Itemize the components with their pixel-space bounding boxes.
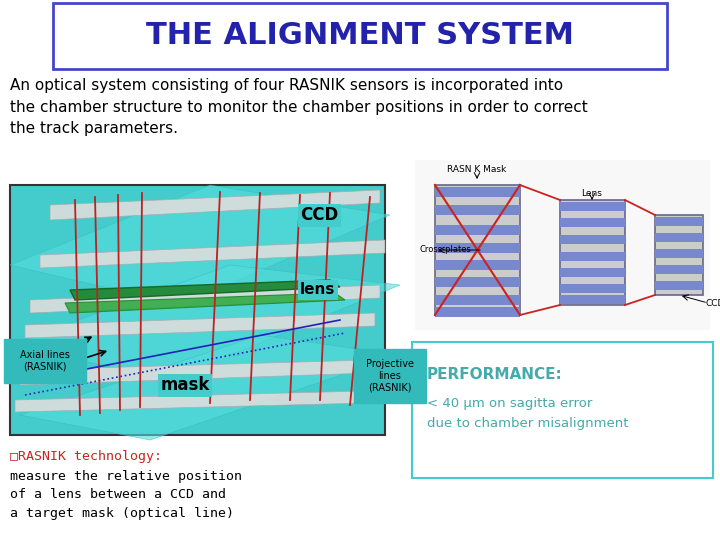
Bar [435, 277, 520, 287]
Text: RASN K Mask: RASN K Mask [447, 165, 507, 174]
Bar [560, 284, 625, 293]
Polygon shape [30, 285, 380, 313]
Text: An optical system consisting of four RASNIK sensors is incorporated into
the cha: An optical system consisting of four RAS… [10, 78, 588, 136]
Polygon shape [40, 240, 385, 268]
Bar [560, 252, 625, 261]
Polygon shape [15, 391, 365, 412]
Bar [435, 205, 520, 215]
Bar [655, 265, 703, 274]
Bar [435, 185, 520, 315]
FancyBboxPatch shape [412, 342, 713, 478]
Bar [560, 268, 625, 277]
FancyBboxPatch shape [53, 3, 667, 69]
Bar [435, 225, 520, 235]
Polygon shape [20, 335, 400, 440]
Polygon shape [10, 185, 390, 305]
Bar [560, 218, 625, 227]
Text: Cross-plates: Cross-plates [420, 246, 472, 254]
Bar [655, 233, 703, 242]
Bar [560, 235, 625, 244]
Bar [655, 215, 703, 295]
Bar [435, 187, 520, 197]
Text: Projective
lines
(RASNIK): Projective lines (RASNIK) [366, 360, 414, 393]
Text: < 40 μm on sagitta error
due to chamber misalignment: < 40 μm on sagitta error due to chamber … [427, 397, 629, 430]
Bar [435, 243, 520, 253]
Polygon shape [20, 360, 370, 385]
Bar [560, 295, 625, 304]
Text: Lens: Lens [582, 188, 603, 198]
Text: measure the relative position
of a lens between a CCD and
a target mask (optical: measure the relative position of a lens … [10, 470, 242, 520]
Bar [560, 202, 625, 211]
Bar [560, 200, 625, 305]
Text: Axial lines
(RASNIK): Axial lines (RASNIK) [20, 350, 70, 372]
Bar [415, 160, 710, 330]
Text: PERFORMANCE:: PERFORMANCE: [427, 367, 563, 382]
Polygon shape [65, 293, 345, 313]
Bar [435, 295, 520, 305]
Polygon shape [50, 190, 380, 220]
FancyBboxPatch shape [354, 349, 426, 403]
Text: CCD: CCD [300, 206, 338, 224]
Polygon shape [70, 280, 340, 300]
Text: CCD: CCD [705, 299, 720, 307]
Bar [10, 185, 385, 435]
Text: lens: lens [300, 282, 336, 298]
Text: THE ALIGNMENT SYSTEM: THE ALIGNMENT SYSTEM [146, 22, 574, 51]
Bar [655, 281, 703, 290]
FancyBboxPatch shape [4, 339, 86, 383]
Bar [435, 260, 520, 270]
Bar [435, 307, 520, 317]
Text: mask: mask [161, 376, 210, 394]
Bar [655, 249, 703, 258]
Text: □RASNIK technology:: □RASNIK technology: [10, 450, 162, 463]
Polygon shape [10, 265, 400, 380]
Bar [655, 217, 703, 226]
Polygon shape [25, 313, 375, 338]
